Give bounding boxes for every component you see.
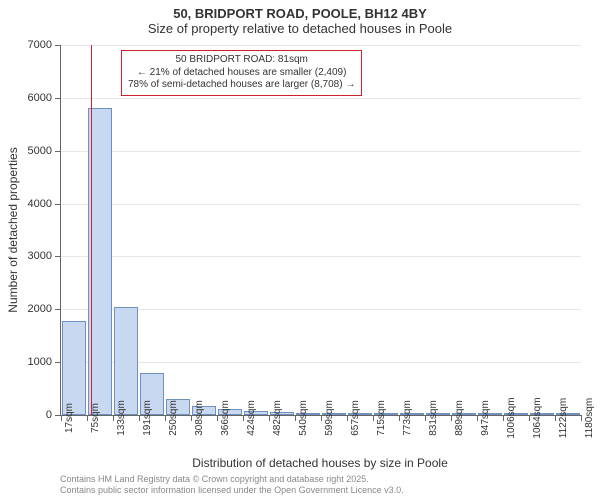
xtick [269,415,270,421]
bar [62,321,87,415]
xtick-label: 17sqm [64,403,75,433]
xtick [555,415,556,421]
annotation-line1: 50 BRIDPORT ROAD: 81sqm [128,54,355,67]
ytick-label: 0 [0,409,52,421]
xtick-label: 1122sqm [558,398,569,438]
gridline [61,151,581,152]
xtick [165,415,166,421]
bar [114,307,139,415]
ytick [55,151,61,152]
footer-attribution: Contains HM Land Registry data © Crown c… [60,474,404,496]
xtick-label: 947sqm [480,400,491,436]
xtick [399,415,400,421]
xtick-label: 133sqm [116,400,127,436]
gridline [61,45,581,46]
xtick [347,415,348,421]
xtick-label: 540sqm [298,400,309,436]
xtick [217,415,218,421]
xtick [61,415,62,421]
xtick [295,415,296,421]
xtick-label: 599sqm [324,400,335,436]
xtick [503,415,504,421]
chart-title-line2: Size of property relative to detached ho… [0,21,600,40]
xtick [139,415,140,421]
ytick [55,204,61,205]
gridline [61,362,581,363]
xtick [243,415,244,421]
ytick-label: 7000 [0,39,52,51]
ytick-label: 4000 [0,198,52,210]
xtick-label: 366sqm [220,400,231,436]
x-axis-label: Distribution of detached houses by size … [60,456,580,470]
ytick-label: 2000 [0,303,52,315]
xtick-label: 1064sqm [532,397,543,438]
xtick-label: 191sqm [142,400,153,436]
xtick [191,415,192,421]
xtick [321,415,322,421]
annotation-line2: ← 21% of detached houses are smaller (2,… [128,67,355,80]
plot-area: Number of detached properties 17sqm75sqm… [60,45,581,416]
xtick [373,415,374,421]
footer-line2: Contains public sector information licen… [60,485,404,496]
xtick-label: 657sqm [350,400,361,436]
xtick [87,415,88,421]
xtick-label: 424sqm [246,400,257,436]
ytick [55,309,61,310]
ytick [55,98,61,99]
xtick [477,415,478,421]
xtick-label: 773sqm [402,400,413,436]
xtick [451,415,452,421]
gridline [61,256,581,257]
chart-title-line1: 50, BRIDPORT ROAD, POOLE, BH12 4BY [0,0,600,21]
chart-container: 50, BRIDPORT ROAD, POOLE, BH12 4BY Size … [0,0,600,500]
ytick [55,362,61,363]
xtick-label: 1006sqm [506,397,517,438]
ytick [55,256,61,257]
gridline [61,204,581,205]
xtick-label: 1180sqm [584,398,595,438]
xtick [529,415,530,421]
footer-line1: Contains HM Land Registry data © Crown c… [60,474,404,485]
ytick-label: 1000 [0,356,52,368]
xtick-label: 889sqm [454,400,465,436]
xtick-label: 482sqm [272,400,283,436]
ytick-label: 6000 [0,92,52,104]
xtick [113,415,114,421]
ytick [55,45,61,46]
ytick-label: 3000 [0,250,52,262]
ytick-label: 5000 [0,145,52,157]
marker-line [91,45,92,415]
xtick-label: 831sqm [428,400,439,436]
xtick [425,415,426,421]
xtick-label: 308sqm [194,400,205,436]
annotation-box: 50 BRIDPORT ROAD: 81sqm← 21% of detached… [121,50,362,96]
annotation-line3: 78% of semi-detached houses are larger (… [128,79,355,92]
gridline [61,309,581,310]
xtick [581,415,582,421]
y-axis-label: Number of detached properties [6,147,20,312]
xtick-label: 715sqm [376,400,387,436]
gridline [61,98,581,99]
xtick-label: 250sqm [168,400,179,436]
